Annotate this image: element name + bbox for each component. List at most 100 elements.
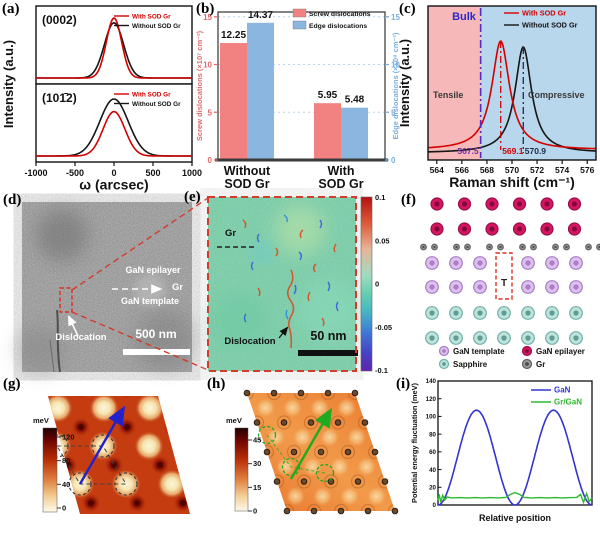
carbon-atom xyxy=(354,478,362,485)
x-tick-label: 566 xyxy=(455,165,469,175)
carbon-ring xyxy=(276,415,292,430)
sapphire-atom-core xyxy=(477,335,483,341)
left-tick-label: 15 xyxy=(203,13,212,22)
carbon-ring xyxy=(306,503,322,511)
dislocation-arrow xyxy=(68,314,79,337)
site-dashed-circle xyxy=(68,472,92,496)
potential-minimum xyxy=(339,486,360,507)
gr-atom-core xyxy=(466,245,469,249)
x-tick-label: 572 xyxy=(530,165,544,175)
carbon-atom xyxy=(243,389,251,397)
label-gan-template: GaN template xyxy=(120,296,180,306)
circle xyxy=(157,462,163,468)
gan-template-atom-core xyxy=(573,260,579,266)
colorbar-tick-label: 30 xyxy=(253,459,261,468)
gan-curve xyxy=(437,409,593,506)
carbon-atom xyxy=(273,478,281,485)
gan-epilayer-atom-core xyxy=(516,226,523,232)
gr-atom-core xyxy=(565,245,568,249)
legend-label: GaN epilayer xyxy=(536,347,585,356)
circle xyxy=(88,500,94,506)
sapphire-atom-core xyxy=(477,310,483,316)
panel-label-a: (a) xyxy=(2,1,20,17)
potential-minimum xyxy=(319,427,340,448)
raman-shift-panel: Bulk Tensile Compressive 567.5 569.1 570.9 Wit… xyxy=(397,5,597,190)
carbon-atom xyxy=(270,389,278,397)
gan-template-atom-core xyxy=(477,284,483,290)
gr-atom-core xyxy=(422,245,425,249)
carbon-atom xyxy=(310,507,318,515)
strain-map xyxy=(207,196,360,372)
sapphire-atom-core xyxy=(549,335,555,341)
sapphire-atom-core xyxy=(525,335,531,341)
left-tick-label: 10 xyxy=(203,61,212,70)
gan-epilayer-atom-core xyxy=(544,201,550,207)
bar-screw xyxy=(314,103,341,160)
legend-label: GaN xyxy=(554,386,571,395)
colorbar xyxy=(234,427,249,512)
gr-atom-core xyxy=(455,245,458,249)
x-tick-label: 574 xyxy=(555,165,569,175)
tensile-region xyxy=(428,6,481,160)
colorbar-tick-label: 45 xyxy=(253,436,261,445)
carbon-atom xyxy=(280,419,288,426)
legend-label: Without SOD Gr xyxy=(132,23,181,30)
panel-label-h: (h) xyxy=(207,376,226,392)
site-dashed-circle xyxy=(281,457,301,477)
legend-label: Without SOD Gr xyxy=(522,21,578,30)
carbon-atom xyxy=(307,419,315,426)
carbon-ring xyxy=(313,444,329,460)
circle xyxy=(170,424,176,430)
colorbar-unit: meV xyxy=(33,416,49,425)
gan-template-atom-core xyxy=(573,284,579,290)
potential-minimum xyxy=(356,456,377,477)
potential-minimum xyxy=(366,486,387,507)
colorbar-tick-label: 0.05 xyxy=(375,236,390,245)
peak-value-bulk: 567.5 xyxy=(457,146,479,156)
colorbar-tick-label: 15 xyxy=(253,483,261,492)
potential-minimum xyxy=(302,456,323,477)
potential-minimum xyxy=(282,397,303,418)
subpanel-title: (0002) xyxy=(42,13,77,27)
zoom-wedge-line-top xyxy=(71,197,209,291)
x-axis-label: ω (arcsec) xyxy=(79,177,148,193)
gan-template-atom-core xyxy=(549,260,555,266)
y-tick-label: 100 xyxy=(426,414,437,421)
panel-label-b: (b) xyxy=(196,1,215,17)
label-dislocation-d: Dislocation xyxy=(55,332,107,343)
circle xyxy=(78,424,84,430)
potential-minimum xyxy=(285,486,306,507)
right-tick-label: 10 xyxy=(391,61,400,70)
colorbar-unit: meV xyxy=(226,416,242,425)
x-tick-label: 500 xyxy=(145,168,160,178)
carbon-atom xyxy=(290,448,298,456)
gan-template-atom-core xyxy=(525,260,531,266)
label-scale-500nm: 500 nm xyxy=(135,327,177,341)
potential-maximum xyxy=(163,396,183,399)
migration-path-arrow xyxy=(289,407,332,480)
colorbar-tick-label: 0 xyxy=(375,280,379,289)
carbon-ring xyxy=(360,503,376,511)
potential-map-gan-panel: meV 120 80 40 0 xyxy=(33,396,190,514)
colorbar-tick-label: 0 xyxy=(253,507,257,516)
y-tick-label: 40 xyxy=(429,467,436,474)
xrd-rocking-curves-panel: (0002) With SOD Gr Without SOD Gr (101̄2) Wi… xyxy=(1,5,202,193)
sapphire-atom-core xyxy=(429,310,435,316)
x-tick-label: 568 xyxy=(480,165,494,175)
circle xyxy=(124,424,130,430)
left-axis-label: Screw dislocations (×10⁷ cm⁻²) xyxy=(195,30,204,141)
strain-colorbar xyxy=(360,196,373,372)
gan-epilayer-atom-core xyxy=(544,226,550,232)
compressive-region xyxy=(480,6,596,160)
carbon-atom xyxy=(283,507,291,515)
dislocation-symbol: T xyxy=(501,278,507,289)
scale-bar-500nm xyxy=(123,349,190,355)
potential-map-gr-gan-panel: meV 45 30 15 0 xyxy=(226,389,399,516)
strain-dislocation-features xyxy=(242,214,339,349)
bar-value: 5.95 xyxy=(318,90,338,101)
gr-atom-core xyxy=(532,245,535,249)
xrd-curve xyxy=(36,110,192,157)
y-tick-label: 140 xyxy=(426,378,437,385)
sapphire-atom-core xyxy=(501,310,507,316)
legend-label: With SOD Gr xyxy=(522,9,566,18)
